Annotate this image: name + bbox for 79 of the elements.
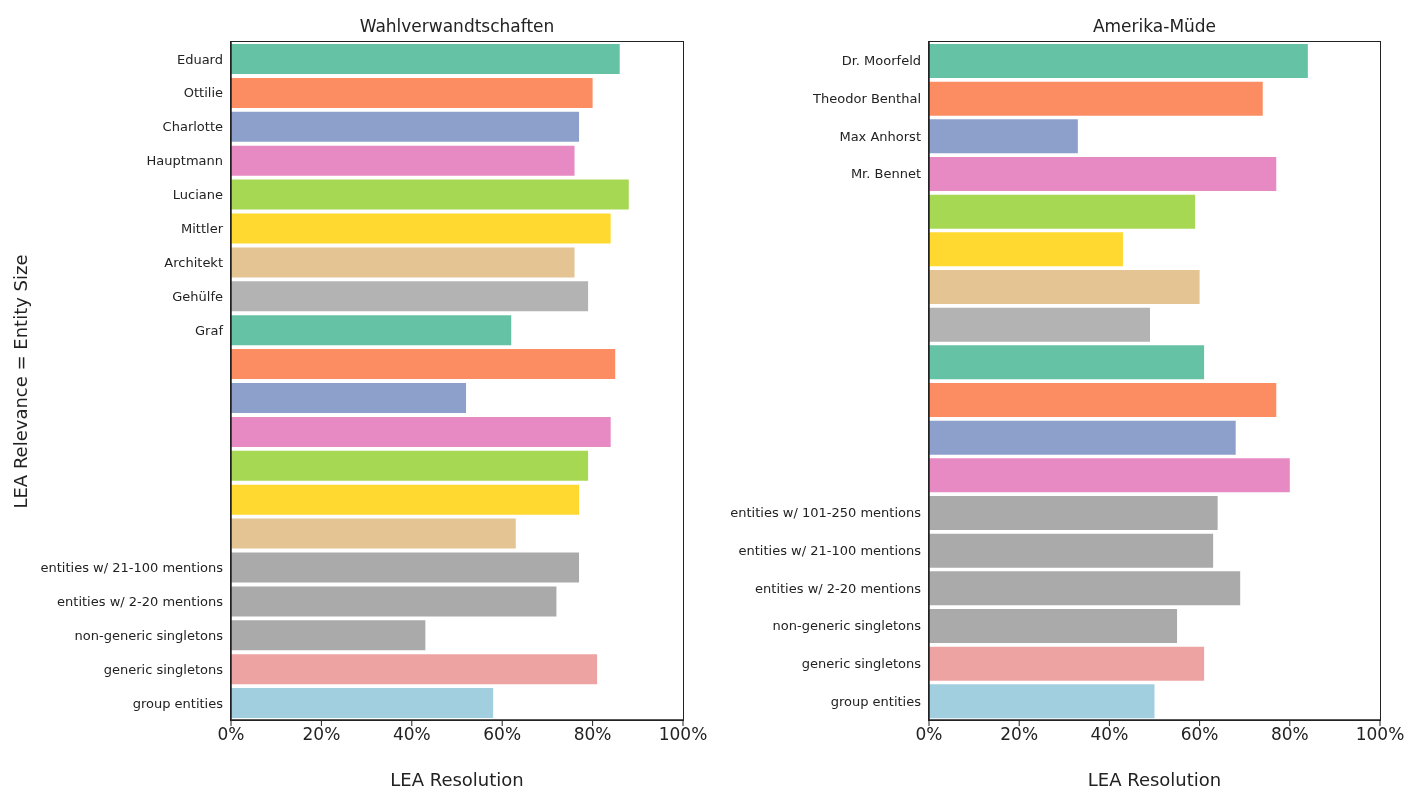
y-tick-label: Luciane	[172, 187, 223, 203]
y-tick-label: Graf	[195, 322, 224, 338]
x-axis-title: LEA Resolution	[1087, 769, 1222, 790]
y-tick-label: non-generic singletons	[74, 627, 224, 643]
y-tick-label: Max Anhorst	[839, 128, 921, 144]
y-tick-label: Mittler	[181, 221, 224, 237]
bar	[231, 416, 611, 447]
x-tick-label: 0%	[915, 724, 943, 745]
bar	[231, 620, 426, 651]
x-tick-label: 40%	[1090, 724, 1129, 745]
bar	[929, 345, 1205, 380]
y-tick-label: entities w/ 2-20 mentions	[57, 593, 224, 609]
x-tick-label: 80%	[1270, 724, 1309, 745]
bar	[929, 420, 1236, 455]
bar	[929, 646, 1205, 681]
bar	[929, 533, 1214, 568]
y-tick-label: generic singletons	[801, 656, 922, 672]
x-tick-label: 100%	[1355, 724, 1405, 745]
bar	[231, 111, 580, 142]
x-tick-label: 20%	[302, 724, 341, 745]
y-tick-label: non-generic singletons	[772, 618, 922, 634]
y-tick-label: Architekt	[164, 254, 223, 270]
bar	[231, 315, 512, 346]
y-axis-title: LEA Relevance = Entity Size	[9, 253, 31, 509]
bar	[929, 157, 1277, 191]
bar	[231, 281, 589, 312]
bar	[231, 179, 629, 210]
bar	[929, 119, 1078, 154]
bar	[231, 688, 494, 719]
x-tick-label: 60%	[1180, 724, 1219, 745]
x-tick-label: 60%	[483, 724, 522, 745]
y-tick-label: entities w/ 2-20 mentions	[755, 580, 922, 596]
y-tick-label: group entities	[830, 693, 922, 709]
bar	[231, 654, 598, 685]
bar	[231, 552, 580, 583]
chart-title: Amerika-Müde	[1091, 16, 1218, 36]
y-tick-label: Charlotte	[162, 119, 223, 135]
y-tick-label: Dr. Moorfeld	[841, 53, 921, 69]
x-tick-label: 0%	[217, 724, 245, 745]
bar	[231, 145, 575, 176]
y-tick-label: Ottilie	[183, 85, 223, 101]
y-tick-label: Eduard	[176, 51, 223, 67]
bar	[929, 496, 1218, 530]
bar	[929, 458, 1290, 493]
y-tick-label: entities w/ 101-250 mentions	[730, 505, 922, 521]
y-tick-label: generic singletons	[103, 661, 224, 677]
bar	[231, 586, 557, 617]
bar	[929, 232, 1123, 267]
bar	[231, 44, 620, 74]
x-tick-label: 40%	[392, 724, 431, 745]
y-tick-label: Gehülfe	[172, 288, 223, 304]
y-tick-label: entities w/ 21-100 mentions	[738, 543, 922, 559]
y-tick-label: Mr. Bennet	[850, 166, 921, 182]
bar	[929, 270, 1200, 304]
x-tick-label: 100%	[658, 724, 708, 745]
y-tick-label: entities w/ 21-100 mentions	[40, 560, 224, 576]
bar	[231, 349, 616, 380]
bar	[231, 518, 516, 549]
y-tick-label: Hauptmann	[146, 153, 223, 169]
bar	[929, 684, 1155, 719]
bar	[231, 484, 580, 515]
bar	[929, 194, 1196, 229]
y-tick-label: group entities	[132, 695, 224, 711]
chart-title: Wahlverwandtschaften	[358, 16, 556, 36]
bar	[929, 383, 1277, 417]
x-tick-label: 80%	[573, 724, 612, 745]
bar	[231, 450, 589, 481]
bar	[929, 44, 1308, 78]
y-tick-label: Theodor Benthal	[812, 91, 921, 107]
bar	[231, 213, 611, 244]
bar	[231, 77, 593, 108]
bar	[929, 307, 1150, 342]
bar	[929, 81, 1263, 116]
x-tick-label: 20%	[1000, 724, 1039, 745]
bar	[929, 609, 1178, 643]
bar	[231, 383, 467, 413]
bar	[231, 247, 575, 278]
x-axis-title: LEA Resolution	[390, 769, 524, 790]
bar	[929, 571, 1241, 606]
